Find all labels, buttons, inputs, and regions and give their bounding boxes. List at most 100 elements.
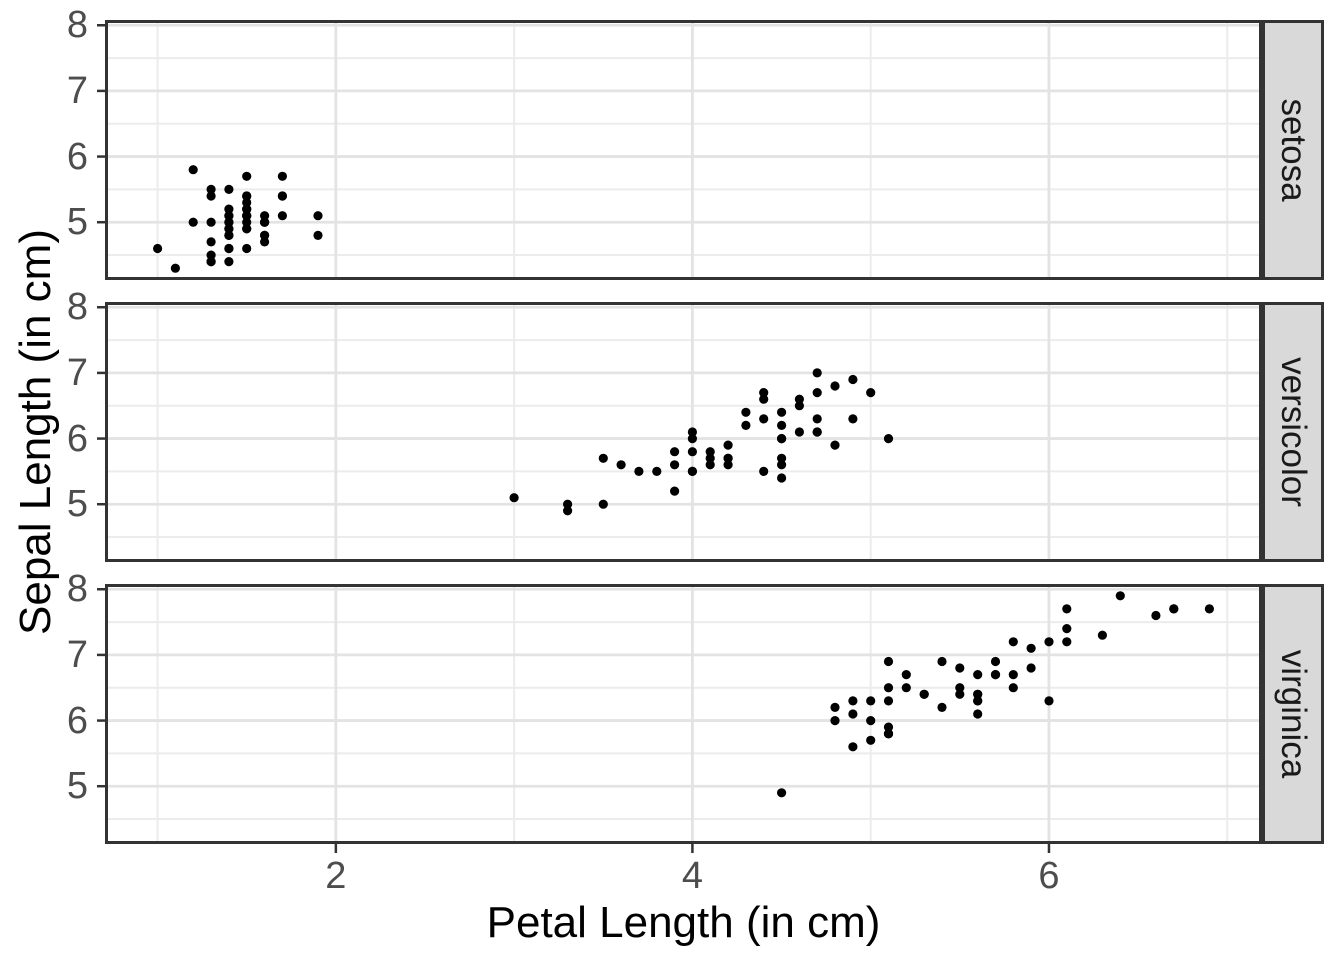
data-point [616, 460, 626, 470]
data-point [509, 493, 519, 503]
data-point [866, 735, 876, 745]
data-point [883, 434, 894, 444]
data-point [670, 447, 680, 457]
data-point [153, 243, 163, 254]
data-point [777, 434, 787, 444]
data-point [705, 447, 715, 457]
data-point [242, 243, 252, 254]
data-point [1062, 624, 1072, 634]
data-point [705, 453, 715, 463]
data-point [1026, 663, 1036, 673]
data-point [1044, 637, 1054, 647]
y-tick-label: 6 [66, 699, 88, 742]
data-point [955, 683, 965, 693]
facet-strip-2: virginica [1262, 584, 1324, 844]
x-tick-label: 4 [681, 855, 703, 897]
data-point [313, 211, 323, 221]
data-point [777, 420, 787, 430]
facet-strip-0: setosa [1262, 20, 1324, 280]
data-point [883, 722, 894, 732]
y-tick-label: 6 [66, 135, 88, 178]
data-point [687, 427, 698, 437]
data-point [759, 388, 769, 398]
data-point [866, 388, 876, 398]
data-point [759, 466, 769, 476]
data-point [777, 407, 787, 417]
data-point [260, 230, 270, 240]
data-point [170, 263, 180, 273]
data-point [563, 499, 573, 509]
data-point [973, 709, 983, 719]
data-point [1169, 604, 1179, 614]
data-point [224, 243, 234, 254]
data-point [224, 230, 234, 240]
data-point [188, 165, 198, 175]
data-point [670, 486, 680, 496]
data-point [313, 230, 323, 240]
data-point [794, 427, 805, 437]
data-point [937, 656, 947, 667]
data-point [955, 663, 965, 673]
data-point [224, 217, 234, 227]
data-point [812, 427, 822, 437]
data-point [937, 702, 947, 712]
data-point [705, 460, 715, 470]
data-point [1044, 696, 1054, 706]
y-tick-label: 7 [66, 633, 88, 676]
y-tick-label: 8 [66, 286, 88, 329]
data-point [206, 217, 216, 227]
y-tick-label: 7 [66, 351, 88, 394]
data-point [830, 716, 840, 726]
data-point [277, 191, 287, 201]
y-tick-label: 7 [66, 69, 88, 112]
data-point [1008, 637, 1018, 647]
scatter-panel-setosa [97, 20, 1262, 280]
data-point [206, 184, 216, 194]
data-point [848, 374, 858, 385]
data-point [1026, 643, 1036, 653]
data-point [759, 394, 769, 404]
data-point [206, 237, 216, 247]
data-point [687, 466, 698, 476]
data-point [866, 716, 876, 726]
facet-strip-label-1: versicolor [1274, 357, 1313, 507]
facet-strip-1: versicolor [1262, 302, 1324, 562]
data-point [741, 420, 751, 430]
facet-strip-label-2: virginica [1274, 649, 1313, 779]
data-point [812, 414, 822, 424]
x-tick-label: 6 [1038, 855, 1060, 897]
data-point [277, 211, 287, 221]
data-point [242, 171, 252, 181]
y-tick-label: 5 [66, 201, 88, 244]
data-point [260, 217, 270, 227]
data-point [777, 473, 787, 483]
data-point [242, 197, 252, 208]
facet-panel-2: virginica [97, 584, 1324, 853]
y-tick-label: 5 [66, 483, 88, 526]
data-point [224, 184, 234, 194]
data-point [973, 696, 983, 706]
data-point [224, 211, 234, 221]
data-point [990, 656, 1001, 667]
data-point [224, 224, 234, 234]
data-point [848, 696, 858, 706]
data-point [563, 506, 573, 516]
data-point [1097, 630, 1107, 640]
data-point [242, 217, 252, 227]
data-point [1151, 610, 1161, 621]
data-point [990, 670, 1001, 680]
data-point [794, 401, 805, 411]
data-point [598, 453, 608, 463]
data-point [277, 171, 287, 181]
data-point [759, 414, 769, 424]
y-tick-label: 8 [66, 568, 88, 611]
data-point [1062, 604, 1072, 614]
data-point [973, 689, 983, 699]
data-point [1008, 670, 1018, 680]
data-point [242, 191, 252, 201]
data-point [848, 742, 858, 752]
data-point [242, 204, 252, 214]
data-point [866, 696, 876, 706]
panel-border [105, 584, 1262, 844]
